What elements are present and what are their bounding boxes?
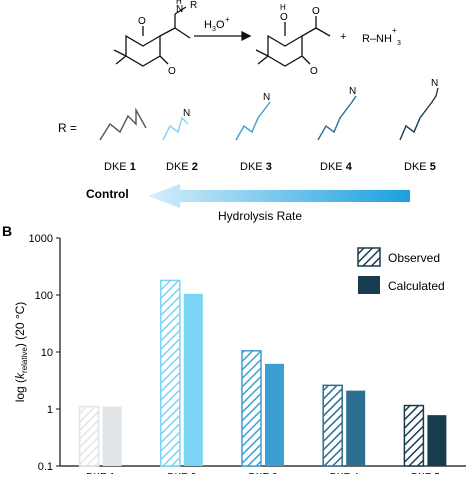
starting-material-structure xyxy=(113,6,191,67)
atom-H: H xyxy=(176,0,182,6)
amine-charge: + xyxy=(392,26,397,35)
atom-O-product-bottom: O xyxy=(310,66,318,77)
legend-swatch-calculated xyxy=(358,276,380,294)
r-group-5 xyxy=(399,87,439,141)
bar-calculated-2 xyxy=(183,293,203,466)
r-group-structures xyxy=(99,87,439,141)
reaction-scheme xyxy=(113,6,331,67)
r2-N: N xyxy=(183,108,190,119)
atom-O-sm: O xyxy=(168,66,176,77)
compound-label-4: DKE 4 xyxy=(320,161,353,173)
compound-label-2: DKE 2 xyxy=(166,161,198,173)
control-label: Control xyxy=(86,187,129,201)
r-group-1 xyxy=(99,107,147,141)
plus-sign: + xyxy=(340,31,346,43)
amine-sub: 3 xyxy=(397,40,401,47)
compound-label-3: DKE 3 xyxy=(240,161,272,173)
y-tick-label: 10 xyxy=(41,347,53,359)
bar-calculated-5 xyxy=(427,415,447,466)
r-group-4 xyxy=(317,95,357,141)
r3-N: N xyxy=(263,92,270,103)
legend-label-observed: Observed xyxy=(388,251,440,265)
reagent-H: H xyxy=(204,19,212,31)
reagent-label: H 3 O + xyxy=(204,15,230,33)
bar-observed-2 xyxy=(160,279,181,467)
bar-calculated-4 xyxy=(346,390,366,466)
y-tick-label: 1000 xyxy=(29,233,53,245)
r-group-3 xyxy=(235,101,271,141)
atom-N: N xyxy=(176,4,183,15)
atom-O-sm-top: O xyxy=(138,16,146,27)
amine-product-label: R–NH 3 + xyxy=(362,26,401,47)
amine-text: R–NH xyxy=(362,33,392,45)
compound-label-5: DKE 5 xyxy=(404,161,436,173)
bar-observed-4 xyxy=(322,384,343,467)
compound-labels: DKE 1 DKE 2 DKE 3 DKE 4 DKE 5 xyxy=(104,161,436,173)
bar-observed-1 xyxy=(78,405,100,467)
reaction-arrowhead xyxy=(241,30,252,42)
atom-H-product: H xyxy=(280,3,286,12)
bar-calculated-3 xyxy=(265,363,284,466)
bar-observed-5 xyxy=(403,404,425,467)
legend-swatch-observed xyxy=(357,247,381,267)
product-structure xyxy=(255,16,331,67)
r-group-2 xyxy=(162,116,189,141)
atom-OH-product: O xyxy=(280,12,288,23)
r4-N: N xyxy=(349,86,356,97)
r-equals-label: R = xyxy=(58,121,77,135)
panel-label-b: B xyxy=(2,223,12,239)
hydrolysis-rate-arrow xyxy=(148,184,410,208)
hydrolysis-rate-label: Hydrolysis Rate xyxy=(218,209,302,223)
reagent-charge: + xyxy=(225,15,230,24)
legend-label-calculated: Calculated xyxy=(388,279,445,293)
bar-calculated-1 xyxy=(102,406,122,466)
r5-N: N xyxy=(431,78,438,89)
compound-label-1: DKE 1 xyxy=(104,161,136,173)
y-axis-title: log (krelative) (20 °C) xyxy=(13,302,29,403)
y-tick-label: 1 xyxy=(47,404,53,416)
reagent-sub: 3 xyxy=(212,26,216,33)
reagent-O: O xyxy=(216,19,225,31)
y-tick-label: 100 xyxy=(35,290,53,302)
atom-O-product: O xyxy=(312,6,320,17)
atom-R: R xyxy=(190,0,197,11)
bar-observed-3 xyxy=(241,350,262,467)
y-tick-label: 0.1 xyxy=(38,461,53,473)
